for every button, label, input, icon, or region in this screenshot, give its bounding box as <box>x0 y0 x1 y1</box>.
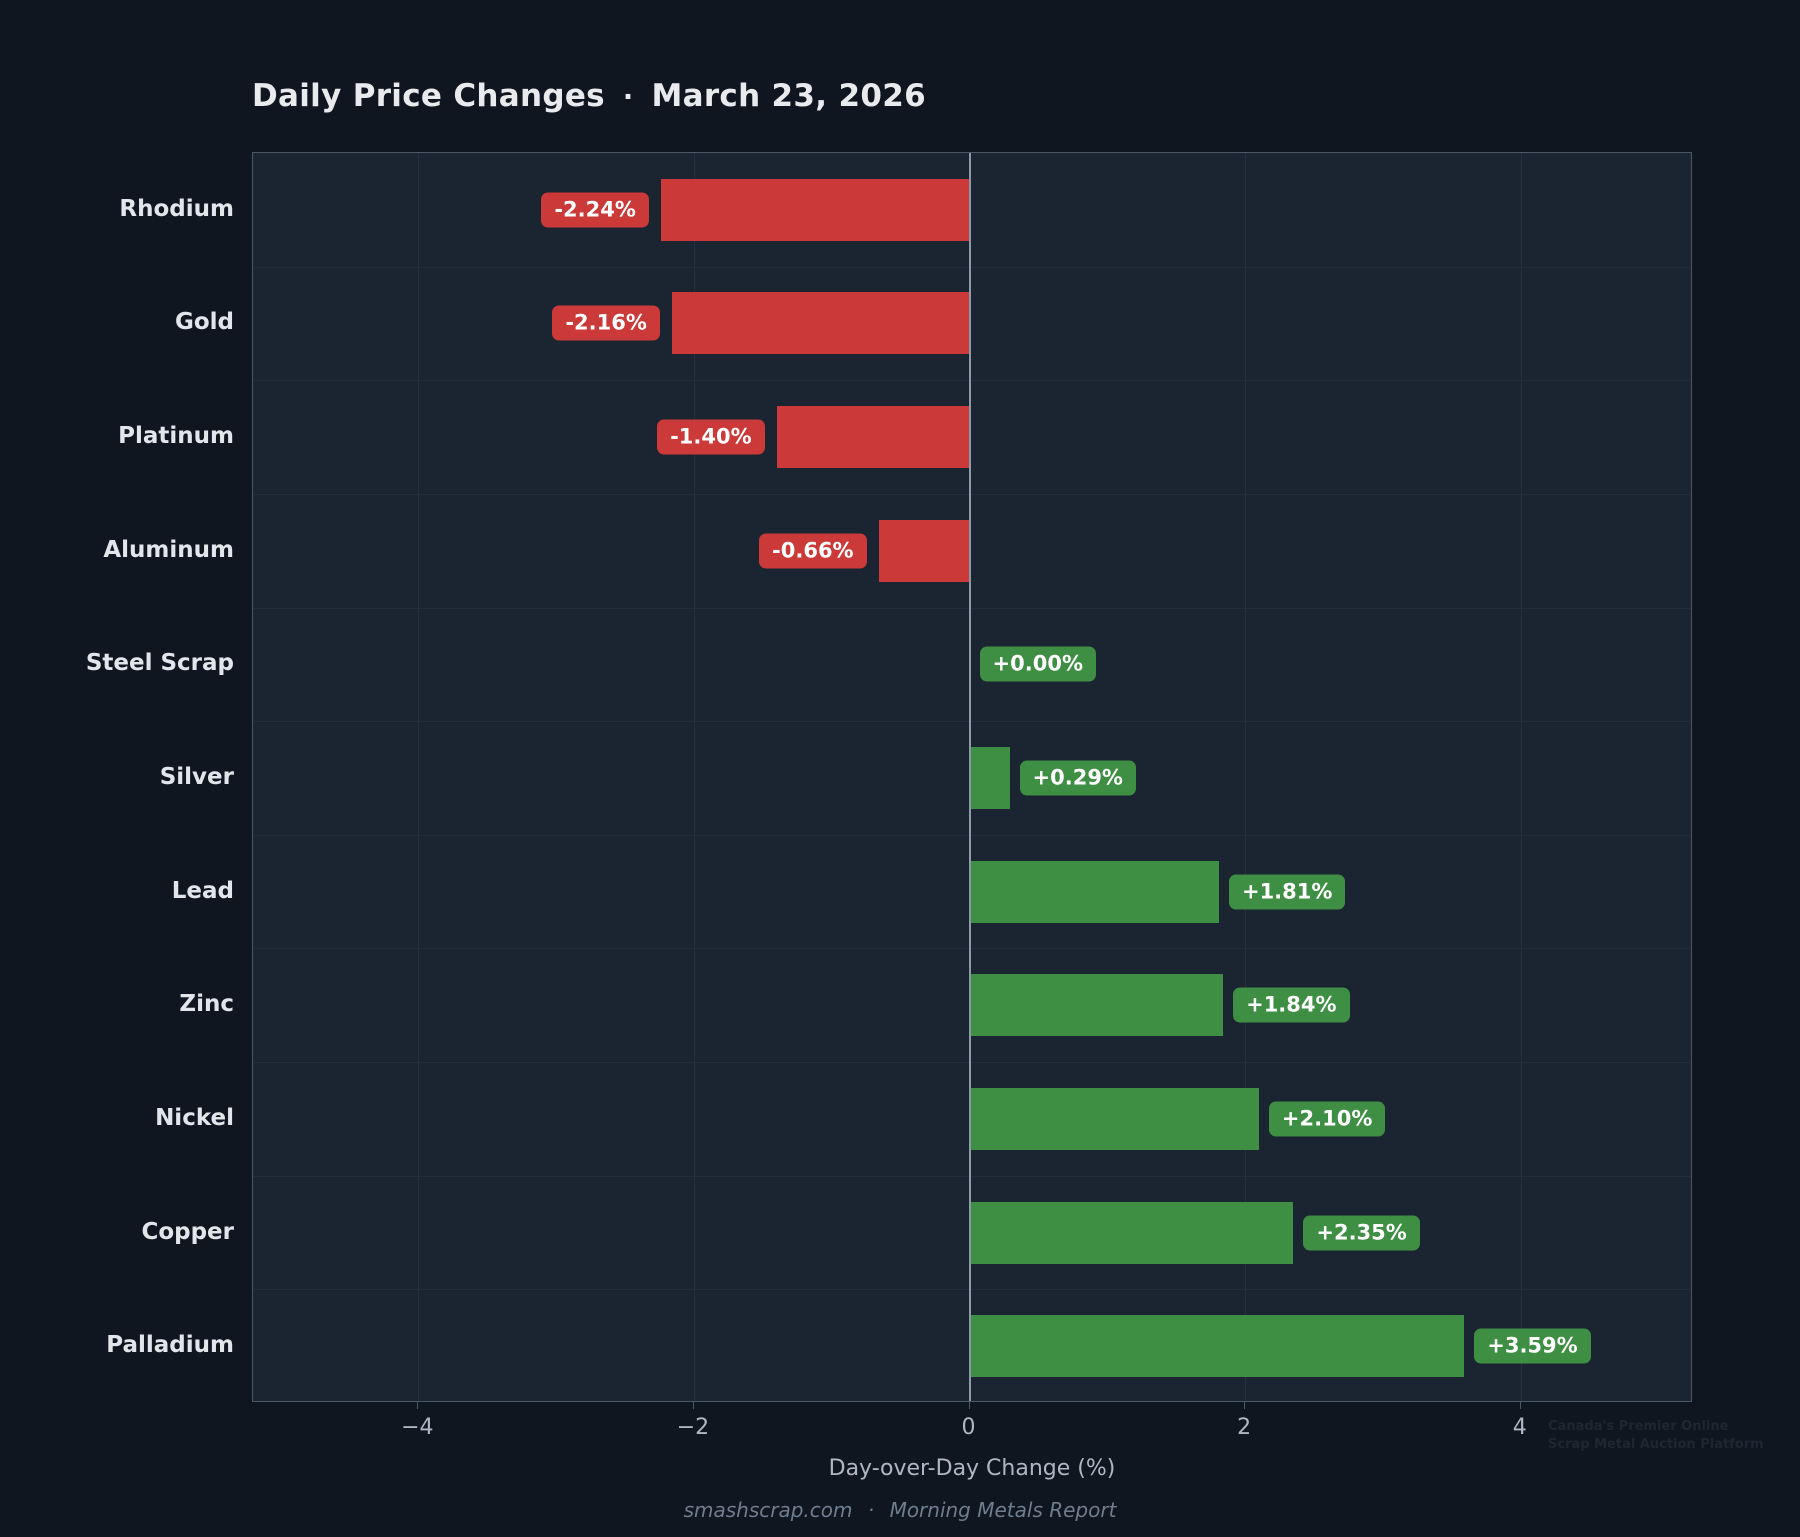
gridline-horizontal <box>253 607 1691 609</box>
gridline-vertical <box>1245 153 1247 1401</box>
x-axis-title: Day-over-Day Change (%) <box>828 1456 1116 1481</box>
bar-row[interactable]: +3.59% <box>253 1289 1691 1403</box>
gridline-horizontal <box>253 948 1691 950</box>
x-axis-tick-label: −4 <box>401 1415 434 1440</box>
bar-zinc[interactable] <box>969 974 1224 1037</box>
bar-rhodium[interactable] <box>660 178 970 241</box>
plot-area: -2.24% -2.16% -1.40% -0.66% +0.00% +0.29% +1.8… <box>252 152 1692 1402</box>
watermark-line-2: Scrap Metal Auction Platform <box>1548 1436 1764 1452</box>
bar-row[interactable]: -0.66% <box>253 494 1691 608</box>
bar-value-label: +0.29% <box>1019 760 1136 796</box>
bar-platinum[interactable] <box>776 406 970 469</box>
bar-value-label: +2.10% <box>1268 1101 1386 1137</box>
x-axis-tick-label: 4 <box>1512 1415 1527 1440</box>
gridline-horizontal <box>253 493 1691 495</box>
bar-aluminum[interactable] <box>878 519 970 582</box>
bar-silver[interactable] <box>969 746 1010 809</box>
bar-row[interactable]: +2.35% <box>253 1176 1691 1290</box>
bar-value-label: +3.59% <box>1474 1328 1591 1364</box>
bar-value-label: +0.00% <box>979 646 1096 682</box>
bar-value-label: -2.24% <box>541 192 649 228</box>
footer-report: Morning Metals Report <box>889 1498 1117 1522</box>
bar-palladium[interactable] <box>969 1315 1465 1378</box>
y-axis-label-nickel: Nickel <box>155 1104 234 1131</box>
gridline-horizontal <box>253 380 1691 382</box>
bar-row[interactable]: -2.24% <box>253 153 1691 267</box>
x-axis-tick-label: 0 <box>961 1415 976 1440</box>
watermark-line-1: Canada's Premier Online <box>1548 1419 1729 1434</box>
page-title: Daily Price Changes · March 23, 2026 <box>252 78 926 114</box>
gridline-horizontal <box>253 1175 1691 1177</box>
bar-row[interactable]: -1.40% <box>253 380 1691 494</box>
bar-row[interactable]: +1.84% <box>253 948 1691 1062</box>
y-axis-label-zinc: Zinc <box>179 991 234 1018</box>
y-axis-label-steel-scrap: Steel Scrap <box>85 650 234 677</box>
x-axis-tick-label: 2 <box>1237 1415 1252 1440</box>
bar-value-label: +2.35% <box>1303 1215 1420 1251</box>
zero-baseline <box>968 153 971 1401</box>
chart-title-main: Daily Price Changes <box>252 78 605 114</box>
y-axis-label-rhodium: Rhodium <box>119 195 234 222</box>
bar-row[interactable]: -2.16% <box>253 267 1691 381</box>
bar-nickel[interactable] <box>969 1087 1259 1150</box>
watermark: Canada's Premier Online Scrap Metal Auct… <box>1548 1418 1764 1453</box>
x-axis-tick-label: −2 <box>676 1415 710 1440</box>
bar-value-label: +1.84% <box>1233 987 1350 1023</box>
gridline-vertical <box>418 153 420 1401</box>
footer: smashscrap.com · Morning Metals Report <box>0 1498 1800 1522</box>
y-axis-label-silver: Silver <box>159 764 234 790</box>
x-axis-tick-mark <box>968 1402 970 1409</box>
bar-lead[interactable] <box>969 860 1219 923</box>
gridline-horizontal <box>253 266 1691 268</box>
y-axis-label-gold: Gold <box>174 309 234 336</box>
title-separator: · <box>622 82 634 113</box>
gridline-vertical <box>693 153 695 1401</box>
bar-value-label: -0.66% <box>759 533 867 569</box>
bar-value-label: -2.16% <box>552 305 660 341</box>
bar-row[interactable]: +0.00% <box>253 608 1691 722</box>
x-axis-tick-mark <box>1244 1402 1246 1409</box>
gridline-horizontal <box>253 834 1691 836</box>
x-axis-tick-mark <box>417 1402 419 1409</box>
gridline-horizontal <box>253 721 1691 723</box>
bar-value-label: -1.40% <box>657 419 765 455</box>
bar-row[interactable]: +2.10% <box>253 1062 1691 1176</box>
bar-row[interactable]: +1.81% <box>253 835 1691 949</box>
y-axis-label-platinum: Platinum <box>118 423 234 450</box>
y-axis-label-aluminum: Aluminum <box>103 536 234 563</box>
y-axis-label-palladium: Palladium <box>106 1332 234 1359</box>
chart-title-date: March 23, 2026 <box>651 78 926 114</box>
gridline-horizontal <box>253 1289 1691 1291</box>
x-axis-tick-mark <box>1519 1402 1521 1409</box>
footer-site: smashscrap.com <box>683 1498 853 1522</box>
footer-separator: · <box>867 1498 875 1522</box>
bar-gold[interactable] <box>671 292 970 355</box>
bar-copper[interactable] <box>969 1201 1294 1264</box>
bar-row[interactable]: +0.29% <box>253 721 1691 835</box>
y-axis-label-lead: Lead <box>171 877 234 904</box>
bar-value-label: +1.81% <box>1228 874 1346 910</box>
gridline-vertical <box>1520 153 1522 1401</box>
y-axis-label-copper: Copper <box>141 1218 234 1245</box>
gridline-horizontal <box>253 1062 1691 1064</box>
x-axis-tick-mark <box>692 1402 694 1409</box>
